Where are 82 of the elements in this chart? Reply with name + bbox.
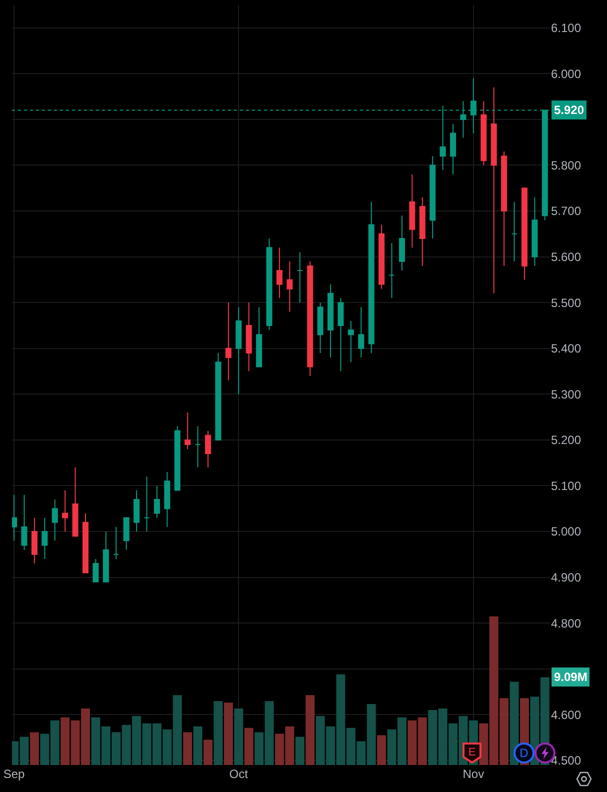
x-tick-label: Oct: [229, 767, 249, 781]
candlestick: [82, 512, 88, 574]
x-tick-label: Nov: [462, 767, 484, 781]
y-tick-label: 5.300: [551, 387, 582, 402]
bar: [224, 702, 233, 765]
y-tick-label: 5.200: [551, 433, 582, 448]
candlestick: [144, 476, 150, 532]
candlestick: [490, 86, 497, 294]
bar: [204, 740, 212, 765]
candlestick: [480, 100, 487, 166]
annotation: D: [520, 746, 530, 760]
candlestick: [123, 517, 130, 550]
candlestick: [236, 306, 242, 395]
annotation: E: [468, 746, 476, 758]
candlestick: [215, 352, 222, 440]
bar: [306, 695, 315, 765]
candlestick: [328, 284, 334, 358]
candlestick: [286, 260, 293, 312]
y-tick-label: 6.000: [551, 66, 582, 81]
y-tick-label: 5.800: [551, 158, 582, 172]
bar: [193, 726, 202, 765]
candlestick: [368, 201, 374, 354]
y-tick-label: 5.500: [551, 296, 582, 310]
candlestick: [296, 252, 303, 304]
candlestick: [521, 188, 528, 280]
candlestick: [256, 306, 262, 368]
candlestick: [409, 174, 416, 248]
candlestick: [501, 151, 508, 266]
candlestick: [317, 302, 324, 354]
bar: [183, 732, 192, 765]
candlestick: [430, 156, 436, 239]
candlestick: [205, 430, 212, 468]
candlestick: [72, 466, 78, 537]
candlestick: [246, 302, 252, 372]
bar: [377, 735, 386, 765]
candlestick: [12, 494, 18, 542]
candlestick: [511, 201, 518, 262]
candlestick: [52, 498, 58, 542]
bar: [295, 736, 304, 765]
y-tick-label: 5.400: [551, 342, 582, 356]
candlestick: [225, 302, 232, 381]
candlestick: [62, 490, 68, 532]
candlestick: [378, 224, 385, 290]
candlestick: [194, 426, 201, 468]
candlestick: [42, 517, 48, 560]
bar: [30, 732, 39, 765]
candlestick: [21, 494, 28, 550]
candlestick: [532, 196, 538, 266]
candlestick: [174, 426, 180, 491]
candlestick: [358, 306, 364, 358]
y-tick-label: 4.800: [551, 616, 582, 630]
candlestick: [92, 558, 99, 582]
candlestick: [266, 238, 272, 331]
candlestick: [276, 247, 282, 299]
candlestick: [102, 531, 109, 582]
candlestick: [31, 517, 38, 564]
ref-line-label: 5.920: [554, 103, 584, 117]
candlestick: [419, 196, 426, 266]
candlestick: [338, 298, 344, 372]
candlestick: [398, 215, 405, 272]
candlestick: [307, 260, 314, 376]
candlestick: [450, 124, 456, 175]
bar: [244, 728, 254, 765]
text: 9.09M: [554, 670, 588, 684]
y-tick-label: 5.100: [551, 478, 582, 493]
bar: [234, 708, 244, 765]
y-tick-label: 5.700: [551, 204, 582, 218]
candlestick: [348, 320, 354, 363]
y-tick-label: 5.000: [551, 524, 582, 539]
y-tick-label: 4.600: [551, 708, 582, 722]
bar: [214, 701, 223, 765]
candlestick: [388, 242, 395, 299]
candlestick: [113, 526, 120, 560]
candlestick: [154, 485, 160, 518]
y-tick-label: 5.600: [551, 250, 582, 264]
y-tick-label: 4.900: [551, 570, 582, 584]
y-tick-label: 4.500: [551, 754, 582, 768]
y-tick-label: 6.100: [551, 21, 582, 36]
candlestick: [164, 471, 170, 528]
x-tick-label: Sep: [3, 767, 26, 781]
candlestick: [184, 412, 191, 450]
candlestick: [134, 490, 140, 532]
